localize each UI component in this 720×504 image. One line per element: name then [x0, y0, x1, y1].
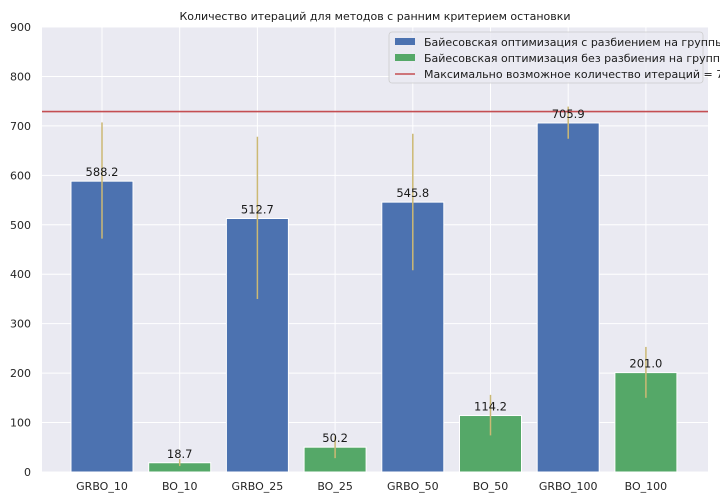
value-label-grbo_10: 588.2: [86, 165, 119, 179]
value-label-bo_100: 201.0: [629, 357, 662, 371]
legend: Байесовская оптимизация с разбиением на …: [388, 31, 720, 84]
plot-background: [42, 27, 708, 472]
y-tick-label: 200: [10, 367, 31, 380]
y-tick-label: 600: [10, 169, 31, 182]
error-bars: [101, 106, 647, 467]
bar-grbo_100: [536, 122, 600, 473]
x-axis-ticks: GRBO_10 BO_10 GRBO_25 BO_25 GRBO_50 BO_50 GRBO…: [76, 480, 667, 493]
x-tick-label-grbo_50: GRBO_50: [387, 480, 439, 493]
value-label-bo_25: 50.2: [322, 431, 348, 445]
value-labels: 588.2 18.7 512.7 50.2 545.8 114.2 705.9 201.0: [86, 107, 663, 461]
y-tick-label: 300: [10, 318, 31, 331]
legend-label-max: Максимально возможное количество итераци…: [424, 68, 720, 81]
value-label-grbo_100: 705.9: [552, 107, 585, 121]
value-label-grbo_25: 512.7: [241, 202, 274, 216]
x-tick-label-bo_100: BO_100: [625, 480, 668, 493]
y-tick-label: 700: [10, 120, 31, 133]
y-tick-label: 0: [24, 466, 31, 479]
y-tick-label: 500: [10, 219, 31, 232]
value-label-bo_10: 18.7: [167, 447, 193, 461]
x-tick-label-bo_25: BO_25: [317, 480, 353, 493]
chart-title: Количество итераций для методов с ранним…: [179, 10, 570, 23]
legend-label-grbo: Байесовская оптимизация с разбиением на …: [424, 36, 720, 49]
legend-swatch-bo: [395, 54, 415, 61]
value-label-bo_50: 114.2: [474, 400, 507, 414]
value-label-grbo_50: 545.8: [396, 186, 429, 200]
y-tick-label: 400: [10, 268, 31, 281]
y-tick-label: 800: [10, 70, 31, 83]
x-tick-label-grbo_25: GRBO_25: [232, 480, 284, 493]
y-axis-ticks: 0 100 200 300 400 500 600 700 800 900: [10, 21, 31, 479]
legend-swatch-grbo: [395, 38, 415, 45]
x-tick-label-grbo_10: GRBO_10: [76, 480, 128, 493]
x-tick-label-bo_10: BO_10: [162, 480, 198, 493]
x-tick-label-bo_50: BO_50: [473, 480, 509, 493]
legend-label-bo: Байесовская оптимизация без разбиения на…: [424, 52, 720, 65]
x-tick-label-grbo_100: GRBO_100: [539, 480, 598, 493]
y-tick-label: 100: [10, 417, 31, 430]
legend-box: [388, 31, 704, 84]
y-tick-label: 900: [10, 21, 31, 34]
